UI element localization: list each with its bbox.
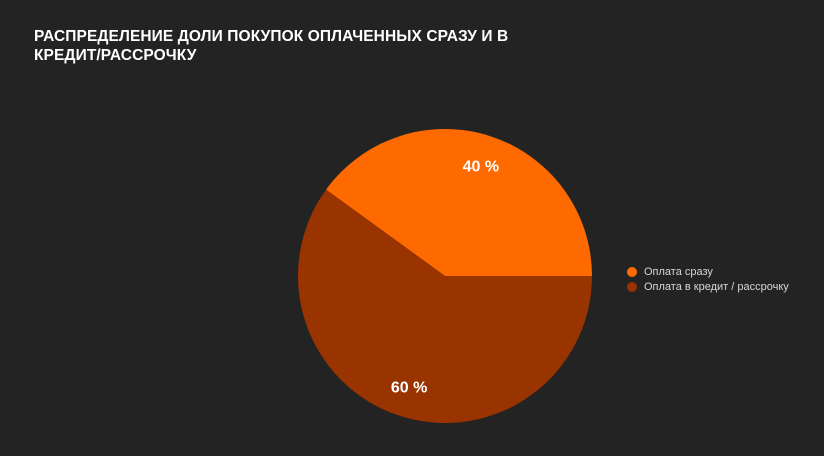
chart-title: РАСПРЕДЕЛЕНИЕ ДОЛИ ПОКУПОК ОПЛАЧЕННЫХ СР… (34, 28, 509, 64)
pie-slices (298, 128, 592, 423)
pie-slice-credit[interactable] (298, 189, 592, 423)
legend: Оплата сразу Оплата в кредит / рассрочку (627, 265, 789, 295)
legend-label-pay-now: Оплата сразу (644, 266, 713, 278)
pie-slice-pay-now[interactable] (326, 128, 592, 276)
pie-labels: 40 % 60 % (391, 159, 499, 397)
legend-item-credit[interactable]: Оплата в кредит / рассрочку (627, 280, 789, 294)
legend-marker-credit (627, 282, 637, 292)
legend-item-pay-now[interactable]: Оплата сразу (627, 265, 789, 279)
legend-marker-pay-now (627, 267, 637, 277)
legend-label-credit: Оплата в кредит / рассрочку (644, 281, 789, 293)
pie-label-credit: 60 % (391, 379, 427, 396)
pie-label-pay-now: 40 % (463, 159, 499, 176)
